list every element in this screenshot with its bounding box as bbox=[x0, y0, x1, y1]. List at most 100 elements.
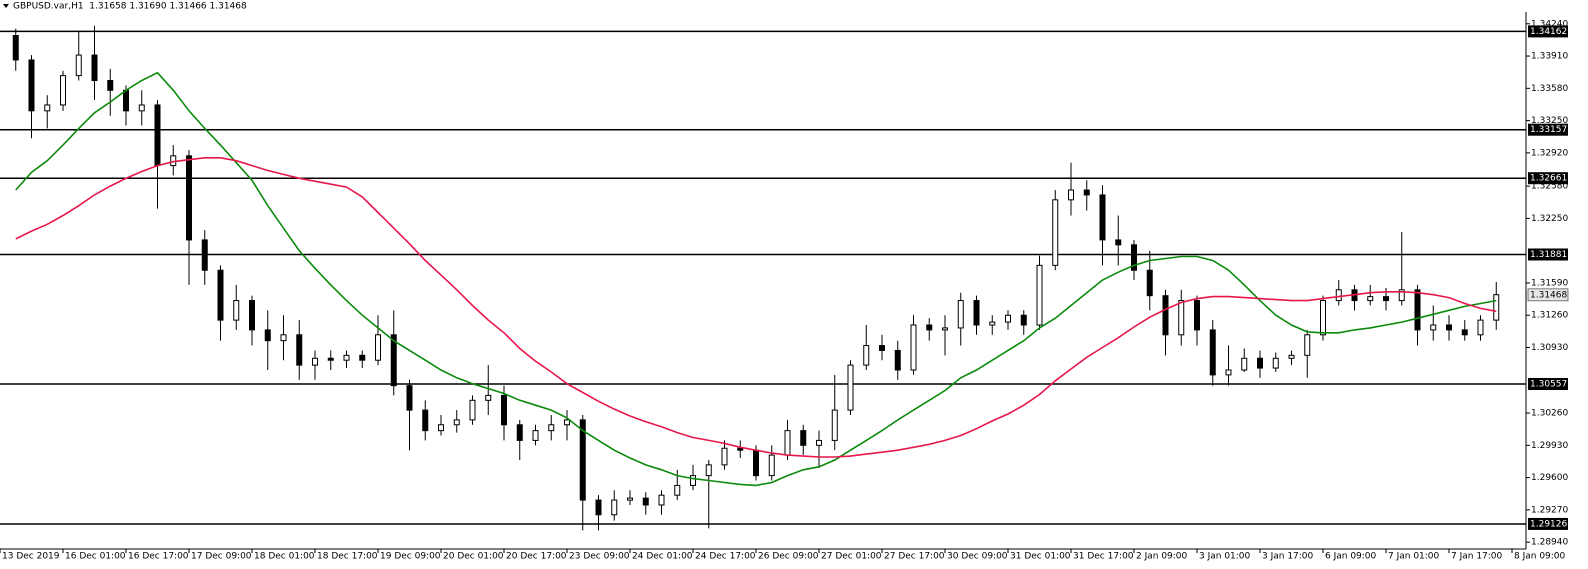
y-tick-label: 1.32580 bbox=[1531, 182, 1568, 192]
y-tick-label: 1.33580 bbox=[1531, 84, 1568, 94]
x-tick-label: 27 Dec 01:00 bbox=[821, 552, 882, 562]
x-tick-label: 30 Dec 09:00 bbox=[947, 552, 1008, 562]
candle-body bbox=[595, 499, 602, 516]
candle-body bbox=[579, 419, 586, 501]
candle-body bbox=[1020, 314, 1027, 326]
candle-body bbox=[1036, 264, 1043, 326]
candle-body bbox=[249, 300, 255, 331]
level-label: 1.34162 bbox=[1530, 27, 1567, 37]
candle-body bbox=[690, 475, 696, 486]
candle-body bbox=[186, 155, 192, 241]
candle-body bbox=[233, 300, 240, 321]
candle-body bbox=[800, 430, 807, 446]
level-label: 1.31881 bbox=[1530, 250, 1567, 260]
candle-body bbox=[1225, 369, 1232, 376]
y-tick-label: 1.29270 bbox=[1531, 505, 1568, 515]
y-tick-label: 1.29600 bbox=[1531, 473, 1568, 483]
x-tick-label: 24 Dec 17:00 bbox=[695, 552, 756, 562]
candle-body bbox=[1099, 194, 1106, 241]
candle-body bbox=[1430, 324, 1437, 331]
level-label-box bbox=[1528, 123, 1568, 136]
candle-body bbox=[627, 497, 633, 501]
candle-body bbox=[516, 424, 523, 441]
candle-body bbox=[831, 409, 838, 441]
candle-body bbox=[721, 447, 728, 466]
y-tick-label: 1.29930 bbox=[1531, 441, 1568, 451]
candle-body bbox=[1272, 357, 1279, 369]
x-tick-label: 17 Dec 09:00 bbox=[191, 552, 252, 562]
x-tick-label: 19 Dec 09:00 bbox=[380, 552, 441, 562]
x-tick-label: 3 Jan 17:00 bbox=[1262, 552, 1314, 562]
candle-body bbox=[343, 354, 350, 361]
candle-body bbox=[957, 300, 964, 329]
x-tick-label: 27 Dec 17:00 bbox=[884, 552, 945, 562]
candle-body bbox=[1257, 357, 1263, 369]
candle-body bbox=[485, 394, 492, 401]
candle-body bbox=[375, 334, 381, 361]
candle-body bbox=[154, 104, 161, 167]
moving-average bbox=[15, 71, 1497, 487]
candle-body bbox=[1477, 319, 1484, 336]
candle-body bbox=[1320, 300, 1326, 336]
x-tick-label: 16 Dec 01:00 bbox=[65, 552, 126, 562]
candle-body bbox=[816, 439, 822, 446]
y-tick-label: 1.31260 bbox=[1531, 311, 1568, 321]
x-tick-label: 20 Dec 17:00 bbox=[506, 552, 567, 562]
candle-body bbox=[1367, 296, 1374, 302]
candle-body bbox=[390, 334, 397, 387]
candle-body bbox=[406, 385, 413, 411]
x-tick-label: 31 Dec 17:00 bbox=[1073, 552, 1134, 562]
candle-body bbox=[1304, 334, 1311, 356]
candle-body bbox=[1414, 289, 1421, 331]
x-tick-label: 31 Dec 01:00 bbox=[1010, 552, 1071, 562]
candle-body bbox=[548, 424, 555, 432]
candle-body bbox=[973, 300, 980, 326]
candle-body bbox=[926, 324, 933, 331]
candle-body bbox=[1083, 189, 1090, 196]
moving-average bbox=[15, 157, 1497, 458]
y-tick-label: 1.32920 bbox=[1531, 148, 1568, 158]
current-price-box bbox=[1527, 288, 1569, 302]
candle-body bbox=[642, 497, 649, 506]
level-label: 1.33157 bbox=[1530, 125, 1567, 135]
x-tick-label: 6 Jan 09:00 bbox=[1325, 552, 1377, 562]
x-tick-label: 3 Jan 01:00 bbox=[1199, 552, 1251, 562]
y-tick-label: 1.28940 bbox=[1531, 538, 1568, 548]
x-tick-label: 2 Jan 09:00 bbox=[1136, 552, 1188, 562]
candle-body bbox=[422, 409, 429, 432]
x-tick-label: 7 Jan 17:00 bbox=[1451, 552, 1503, 562]
candle-body bbox=[1493, 294, 1500, 321]
y-tick-label: 1.32250 bbox=[1531, 214, 1568, 224]
x-tick-label: 26 Dec 09:00 bbox=[758, 552, 819, 562]
candle-body bbox=[564, 419, 570, 426]
y-tick-label: 1.31590 bbox=[1531, 278, 1568, 288]
candle-body bbox=[28, 59, 35, 112]
candle-body bbox=[60, 75, 66, 106]
x-tick-label: 18 Dec 17:00 bbox=[317, 552, 378, 562]
candle-body bbox=[847, 364, 854, 411]
candle-body bbox=[217, 269, 224, 321]
candle-body bbox=[12, 35, 19, 61]
y-tick-label: 1.30260 bbox=[1531, 409, 1568, 419]
candle-body bbox=[1461, 329, 1468, 336]
candle-body bbox=[942, 327, 948, 331]
candle-body bbox=[1005, 314, 1011, 323]
candle-body bbox=[280, 334, 287, 342]
y-tick-label: 1.34240 bbox=[1531, 19, 1568, 29]
candle-body bbox=[296, 334, 303, 366]
candle-body bbox=[1241, 357, 1248, 371]
level-label-box bbox=[1528, 172, 1568, 185]
candle-body bbox=[989, 321, 996, 326]
candle-body bbox=[469, 399, 476, 421]
candle-body bbox=[674, 484, 681, 496]
level-label-box bbox=[1528, 377, 1568, 390]
level-label-box bbox=[1528, 517, 1568, 530]
y-tick-label: 1.33910 bbox=[1531, 52, 1568, 62]
level-label-box bbox=[1528, 248, 1568, 261]
x-tick-label: 18 Dec 01:00 bbox=[254, 552, 315, 562]
candle-body bbox=[1288, 354, 1295, 359]
candle-body bbox=[894, 349, 901, 371]
candle-body bbox=[264, 329, 271, 342]
candle-body bbox=[438, 424, 444, 432]
